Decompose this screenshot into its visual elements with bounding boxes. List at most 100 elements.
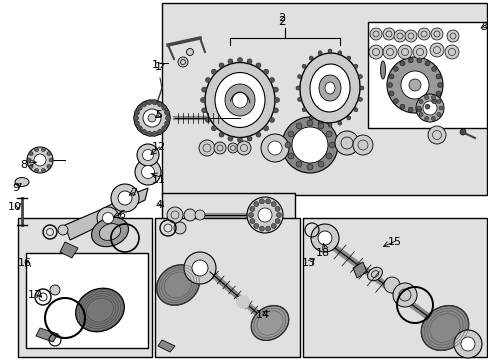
- Circle shape: [146, 100, 151, 105]
- Circle shape: [424, 104, 429, 109]
- Ellipse shape: [367, 267, 382, 281]
- Circle shape: [369, 28, 381, 40]
- Circle shape: [253, 224, 258, 229]
- Circle shape: [386, 57, 442, 113]
- Circle shape: [134, 100, 170, 136]
- Circle shape: [102, 212, 113, 224]
- Circle shape: [165, 116, 170, 121]
- Text: 6: 6: [118, 210, 125, 220]
- Circle shape: [97, 207, 119, 229]
- Circle shape: [183, 252, 216, 284]
- Circle shape: [205, 77, 210, 82]
- Circle shape: [317, 161, 324, 167]
- Circle shape: [282, 117, 337, 173]
- Circle shape: [269, 77, 274, 82]
- Circle shape: [368, 45, 382, 59]
- Bar: [303, 218, 486, 357]
- Circle shape: [318, 121, 322, 125]
- Circle shape: [444, 45, 458, 59]
- Circle shape: [285, 142, 290, 148]
- Circle shape: [49, 158, 53, 162]
- Circle shape: [135, 159, 161, 185]
- Circle shape: [317, 231, 331, 245]
- Circle shape: [202, 87, 206, 92]
- Circle shape: [275, 206, 280, 211]
- Polygon shape: [65, 188, 148, 240]
- Circle shape: [416, 58, 421, 63]
- Circle shape: [397, 45, 411, 59]
- Bar: [18, 218, 152, 357]
- Text: 12: 12: [152, 142, 166, 152]
- Circle shape: [392, 67, 398, 71]
- Circle shape: [392, 99, 398, 104]
- Ellipse shape: [224, 84, 254, 116]
- Text: 3: 3: [479, 22, 486, 32]
- Circle shape: [453, 330, 481, 358]
- Circle shape: [306, 164, 312, 170]
- Ellipse shape: [204, 63, 274, 138]
- Circle shape: [424, 61, 429, 66]
- Circle shape: [435, 74, 440, 79]
- Circle shape: [427, 126, 445, 144]
- Circle shape: [47, 165, 51, 168]
- Circle shape: [227, 136, 232, 141]
- Ellipse shape: [232, 92, 247, 108]
- Circle shape: [164, 121, 169, 126]
- Circle shape: [164, 110, 169, 115]
- Circle shape: [263, 126, 268, 131]
- Circle shape: [256, 132, 261, 137]
- Circle shape: [353, 108, 357, 112]
- Circle shape: [162, 126, 166, 131]
- Circle shape: [261, 134, 288, 162]
- Text: 11: 11: [152, 175, 165, 185]
- Text: 8: 8: [20, 160, 27, 170]
- Circle shape: [407, 58, 412, 63]
- Text: 9: 9: [12, 183, 19, 193]
- Circle shape: [219, 132, 224, 137]
- Circle shape: [422, 101, 436, 115]
- Circle shape: [429, 43, 443, 57]
- Circle shape: [424, 117, 427, 121]
- Circle shape: [174, 222, 185, 234]
- Circle shape: [318, 51, 322, 55]
- Text: 5: 5: [155, 110, 162, 120]
- Circle shape: [358, 75, 362, 78]
- Ellipse shape: [156, 265, 199, 305]
- Circle shape: [353, 64, 357, 68]
- Text: 16: 16: [18, 258, 32, 268]
- Circle shape: [253, 202, 258, 207]
- Circle shape: [431, 99, 436, 104]
- Circle shape: [265, 199, 270, 204]
- Circle shape: [58, 225, 68, 235]
- Circle shape: [325, 153, 331, 159]
- Circle shape: [273, 108, 278, 113]
- Circle shape: [167, 207, 183, 223]
- Circle shape: [287, 131, 293, 137]
- Circle shape: [41, 168, 45, 172]
- Circle shape: [295, 86, 299, 90]
- Ellipse shape: [91, 217, 128, 247]
- Ellipse shape: [318, 75, 340, 101]
- Text: 14: 14: [256, 310, 269, 320]
- Polygon shape: [352, 262, 366, 278]
- Circle shape: [430, 28, 442, 40]
- Circle shape: [35, 168, 39, 172]
- Circle shape: [418, 99, 422, 104]
- Circle shape: [186, 49, 193, 55]
- Text: 2: 2: [278, 15, 285, 28]
- Circle shape: [400, 71, 428, 99]
- Circle shape: [141, 166, 154, 179]
- Bar: [162, 193, 294, 237]
- Circle shape: [237, 138, 242, 143]
- Circle shape: [29, 165, 33, 168]
- Circle shape: [27, 158, 31, 162]
- Circle shape: [273, 87, 278, 92]
- Circle shape: [446, 30, 458, 42]
- Circle shape: [141, 129, 146, 134]
- Ellipse shape: [309, 64, 349, 112]
- Circle shape: [118, 191, 132, 205]
- Circle shape: [337, 51, 341, 55]
- Circle shape: [249, 206, 254, 211]
- Circle shape: [152, 100, 157, 105]
- Circle shape: [200, 98, 205, 103]
